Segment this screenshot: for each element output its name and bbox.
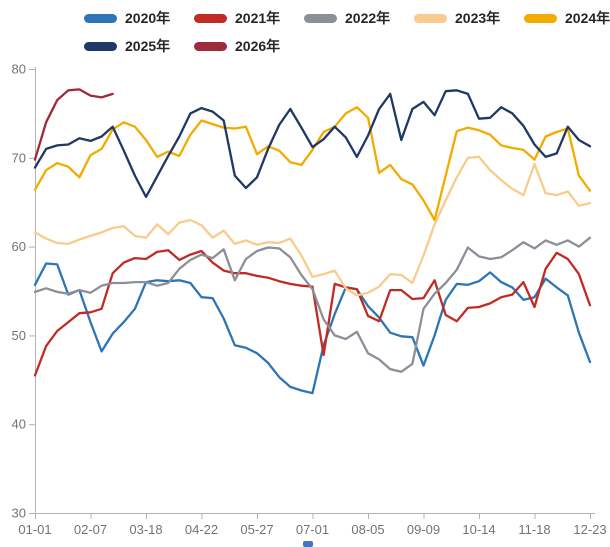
legend-item-2021: 2021年	[194, 6, 304, 30]
legend-label: 2021年	[235, 10, 281, 26]
x-axis-label: 11-18	[518, 522, 550, 537]
legend-item-2022: 2022年	[304, 6, 414, 30]
x-axis-label: 01-01	[18, 522, 51, 537]
legend-swatch-icon	[524, 13, 557, 23]
series-line-2025	[33, 89, 592, 199]
legend-label: 2024年	[565, 10, 610, 26]
legend-item-2024: 2024年	[524, 6, 610, 30]
legend-swatch-icon	[84, 13, 117, 23]
legend-swatch-icon	[84, 41, 117, 51]
legend-swatch-icon	[304, 13, 337, 23]
legend-label: 2022年	[345, 10, 391, 26]
legend-swatch-icon	[414, 13, 447, 23]
x-axis-label: 12-23	[573, 522, 606, 537]
x-axis-label: 02-07	[74, 522, 107, 537]
x-axis-label: 09-09	[407, 522, 440, 537]
legend-label: 2023年	[455, 10, 501, 26]
cropped-element-fragment	[303, 541, 313, 547]
y-axis-label: 60	[12, 239, 26, 254]
series-line-2021	[33, 249, 592, 377]
series-line-2026	[33, 88, 114, 161]
chart-legend: 2020年 2021年 2022年 2023年 2024年 2025年 2026年	[84, 6, 610, 62]
legend-item-2020: 2020年	[84, 6, 194, 30]
y-axis-label: 50	[12, 328, 26, 343]
legend-swatch-icon	[194, 13, 227, 23]
legend-swatch-icon	[194, 41, 227, 51]
y-axis-label: 80	[12, 62, 26, 77]
x-axis-label: 05-27	[240, 522, 273, 537]
series-line-2024	[33, 106, 592, 222]
x-axis-label: 03-18	[129, 522, 162, 537]
y-axis-label: 70	[12, 150, 26, 165]
legend-label: 2025年	[125, 38, 171, 54]
legend-item-2023: 2023年	[414, 6, 524, 30]
series-line-2022	[33, 236, 592, 373]
legend-label: 2026年	[235, 38, 281, 54]
series-line-2020	[33, 262, 592, 395]
x-axis-label: 07-01	[296, 522, 329, 537]
legend-item-2026: 2026年	[194, 34, 304, 58]
y-axis-label: 30	[12, 506, 26, 521]
x-axis-label: 08-05	[351, 522, 384, 537]
x-axis-label: 10-14	[462, 522, 495, 537]
y-axis-label: 40	[12, 417, 26, 432]
series-line-2023	[33, 155, 592, 297]
legend-label: 2020年	[125, 10, 171, 26]
x-axis-label: 04-22	[185, 522, 218, 537]
legend-item-2025: 2025年	[84, 34, 194, 58]
